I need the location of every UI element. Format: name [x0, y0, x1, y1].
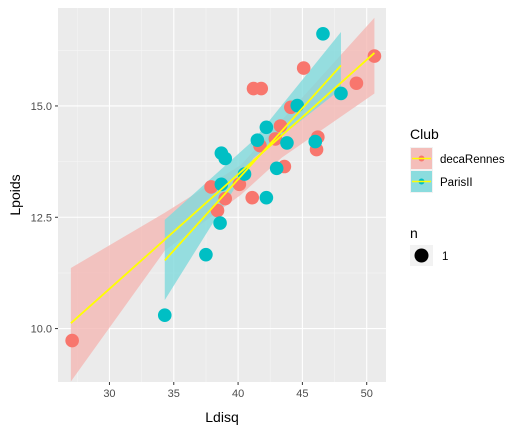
data-point [308, 134, 323, 149]
fit-line [70, 52, 376, 324]
data-point [204, 180, 218, 194]
data-point [65, 333, 79, 348]
y-tick-label: 10.0 [31, 324, 52, 336]
x-tick-label: 40 [232, 388, 244, 400]
data-point [290, 98, 305, 113]
data-point [349, 76, 364, 91]
data-point [367, 49, 382, 63]
data-point [199, 247, 213, 262]
data-point [218, 151, 233, 166]
data-point [250, 133, 265, 148]
data-point [157, 308, 172, 323]
legend-color-keys: decaRennes ParisII [410, 147, 505, 193]
legend: Club decaRennes ParisII n 1 [410, 126, 505, 266]
y-tick-label: 15.0 [31, 101, 52, 113]
legend-series-label: ParisII [440, 177, 473, 189]
x-axis-title: Ldisq [205, 409, 238, 425]
y-axis-ticks: 10.0 12.5 15.0 [31, 101, 58, 336]
data-point [214, 177, 229, 192]
x-tick-label: 50 [361, 388, 373, 400]
x-axis-ticks: 30 35 40 45 50 [103, 382, 373, 400]
data-point [280, 136, 294, 150]
data-point [254, 81, 269, 96]
data-point [296, 61, 311, 75]
y-tick-label: 12.5 [31, 212, 52, 224]
data-point [245, 190, 260, 205]
data-point [213, 216, 227, 230]
legend-series-label: decaRennes [440, 154, 505, 166]
fit-line [164, 64, 342, 262]
fit-lines [70, 52, 376, 324]
data-point [218, 191, 233, 206]
legend-size-title: n [410, 225, 418, 241]
legend-size-label: 1 [442, 251, 448, 263]
data-points [65, 27, 382, 348]
legend-color-title: Club [410, 126, 439, 142]
data-point [210, 203, 225, 218]
x-tick-label: 45 [296, 388, 308, 400]
x-tick-label: 35 [168, 388, 180, 400]
data-point [259, 120, 274, 135]
data-point [334, 86, 348, 101]
y-axis-title: Lpoids [7, 174, 23, 215]
x-tick-label: 30 [103, 388, 115, 400]
data-point [316, 27, 330, 41]
legend-size-key-dot [414, 248, 429, 263]
data-point [269, 161, 284, 176]
data-point [259, 190, 274, 205]
